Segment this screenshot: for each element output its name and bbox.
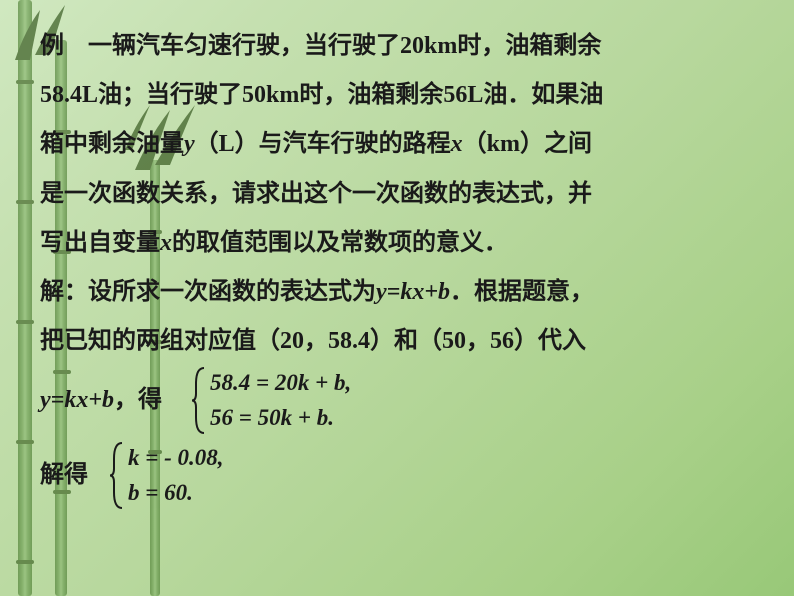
solution-text: 把已知的两组对应值（20，58.4）和（50，56）代入: [40, 317, 754, 366]
problem-text: 58.4L油；当行驶了50km时，油箱剩余56L油．如果油: [40, 71, 754, 120]
text: 58.4L: [40, 82, 98, 108]
text: 之间: [544, 131, 592, 157]
var-y: y: [184, 131, 195, 157]
formula: y=kx+b: [376, 279, 450, 305]
main-content: 例 一辆汽车匀速行驶，当行驶了20km时，油箱剩余 58.4L油；当行驶了50k…: [0, 0, 794, 510]
text: ．根据题意，: [450, 279, 594, 305]
text: 56L: [443, 82, 483, 108]
equation-row: y=kx+b，得 58.4 = 20k + b, 56 = 50k + b.: [40, 366, 754, 435]
text: 20: [280, 328, 304, 354]
text: 例 一辆汽车匀速行驶，当行驶了: [40, 33, 400, 59]
text: 解得: [40, 451, 88, 500]
left-brace-icon: [192, 366, 206, 435]
text: 油．如果油: [483, 82, 603, 108]
text: 解：设所求一次函数的表达式为: [40, 279, 376, 305]
solution-system: k = - 0.08, b = 60.: [110, 441, 224, 510]
text: ）和（: [370, 328, 442, 354]
text: 写出自变量: [40, 230, 160, 256]
text: 时，油箱剩余: [457, 33, 601, 59]
text: 的取值范围以及常数项的意义．: [172, 230, 508, 256]
left-brace-icon: [110, 441, 124, 510]
solution: b = 60.: [128, 480, 193, 505]
equation: 56 = 50k + b.: [210, 405, 334, 430]
text: 时，油箱剩余: [299, 82, 443, 108]
text: （km）: [463, 131, 544, 157]
text: 油；当行驶了: [98, 82, 242, 108]
solution: k = - 0.08,: [128, 445, 224, 470]
text: ，: [466, 328, 490, 354]
var-x: x: [451, 131, 463, 157]
text: 50: [442, 328, 466, 354]
text: 58.4: [328, 328, 370, 354]
problem-text: 是一次函数关系，请求出这个一次函数的表达式，并: [40, 170, 754, 219]
text: 20km: [400, 33, 457, 59]
text: ，: [304, 328, 328, 354]
text: 与汽车行驶的路程: [259, 131, 451, 157]
equation-system: 58.4 = 20k + b, 56 = 50k + b.: [192, 366, 351, 435]
text: （L）: [195, 131, 259, 157]
solution-row: 解得 k = - 0.08, b = 60.: [40, 441, 754, 510]
text: ，得: [114, 387, 162, 413]
problem-text: 写出自变量x的取值范围以及常数项的意义．: [40, 219, 754, 268]
solution-text: 解：设所求一次函数的表达式为y=kx+b．根据题意，: [40, 268, 754, 317]
problem-text: 箱中剩余油量y（L）与汽车行驶的路程x（km）之间: [40, 120, 754, 169]
text: 把已知的两组对应值（: [40, 328, 280, 354]
text: 箱中剩余油量: [40, 131, 184, 157]
text: 50km: [242, 82, 299, 108]
formula: y=kx+b: [40, 387, 114, 413]
var-x: x: [160, 230, 172, 256]
problem-text: 例 一辆汽车匀速行驶，当行驶了20km时，油箱剩余: [40, 22, 754, 71]
text: 是一次函数关系，请求出这个一次函数的表达式，并: [40, 181, 592, 207]
text: 56: [490, 328, 514, 354]
text: ）代入: [514, 328, 586, 354]
equation: 58.4 = 20k + b,: [210, 370, 351, 395]
